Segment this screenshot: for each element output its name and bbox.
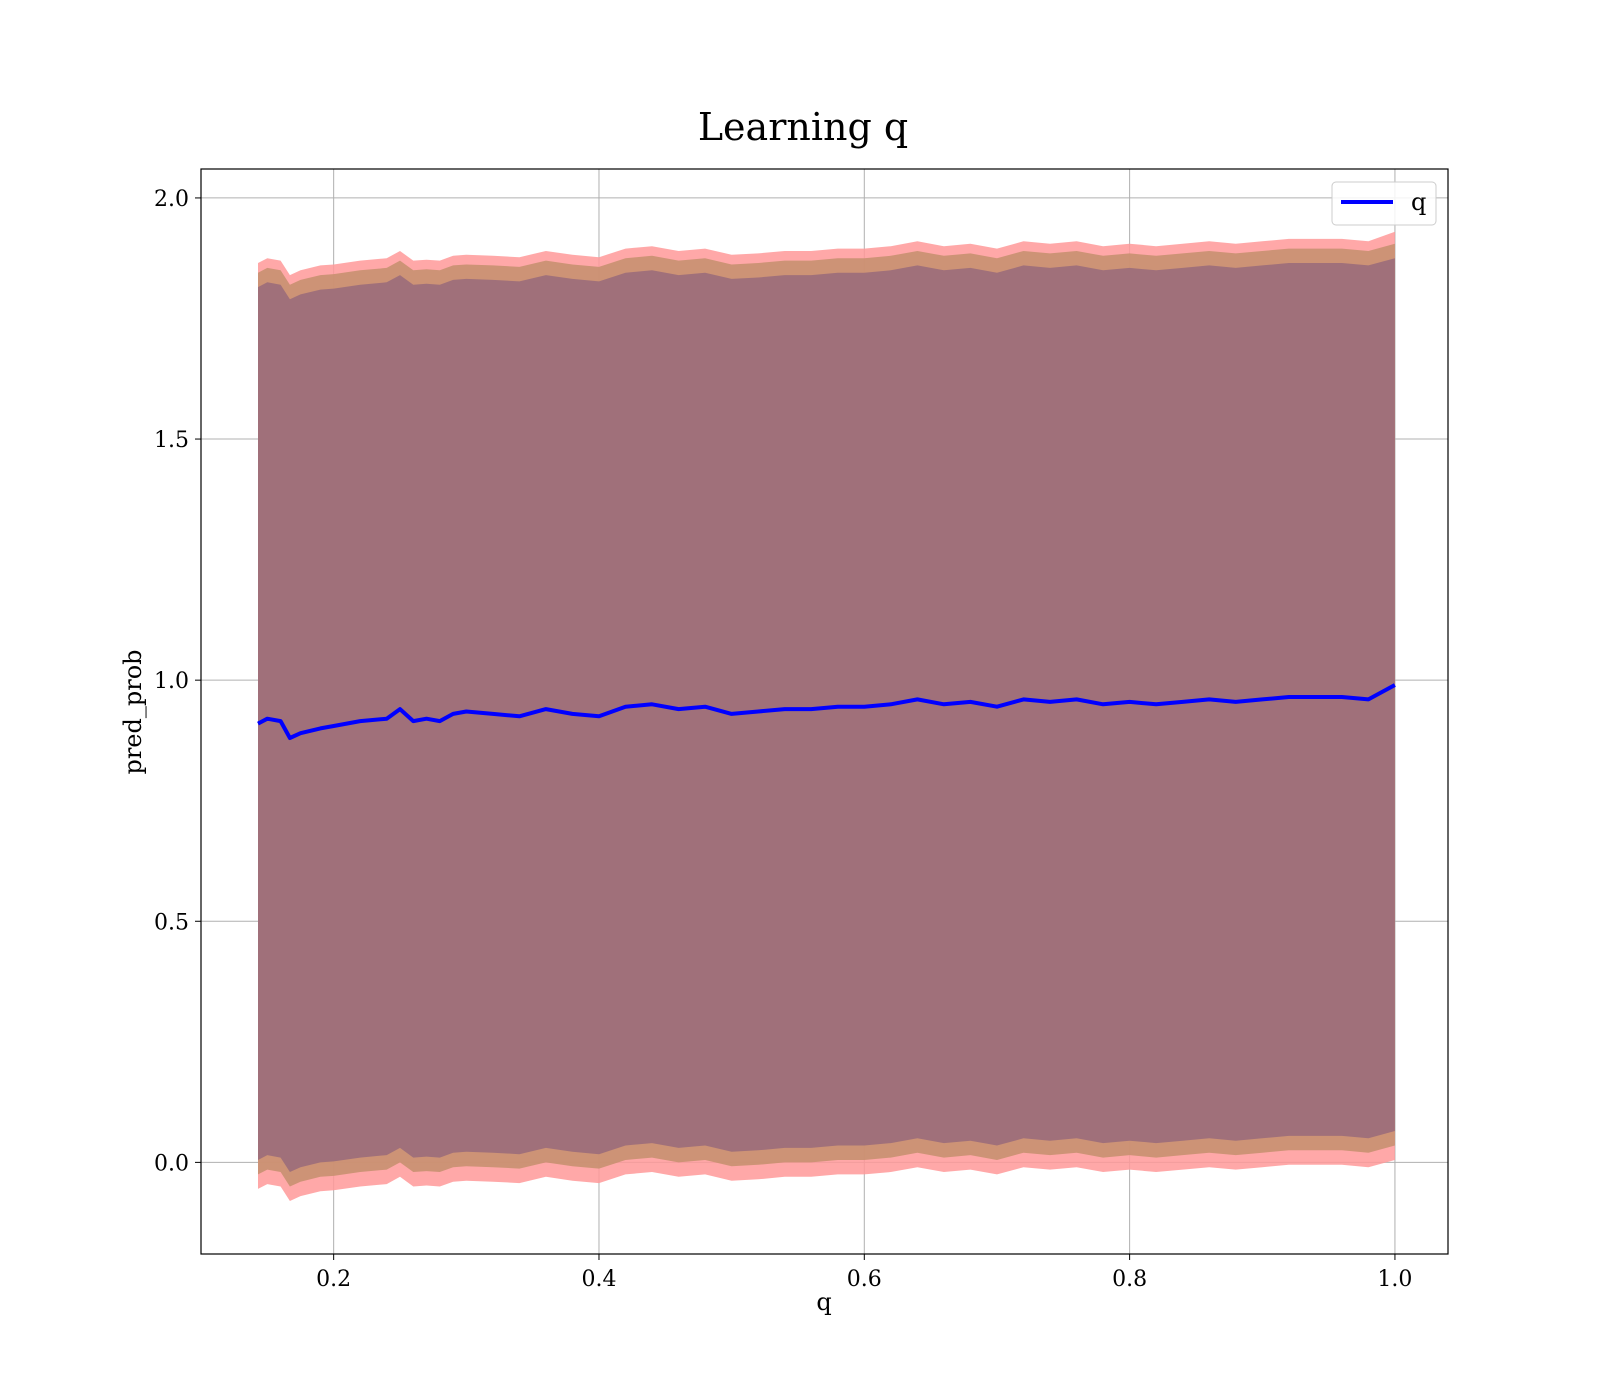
- y-tick-label-4: 2.0: [154, 187, 189, 212]
- x-tick-label-1: 0.4: [581, 1267, 616, 1292]
- axes-frame: [200, 168, 1449, 1255]
- band-inner: [258, 258, 1395, 1172]
- y-tick-label-2: 1.0: [154, 669, 189, 694]
- y-tick-label-3: 1.5: [154, 428, 189, 453]
- x-tick-label-4: 1.0: [1377, 1267, 1412, 1292]
- y-tick-label-1: 0.5: [154, 910, 189, 935]
- chart-title: Learning q: [698, 105, 908, 149]
- legend-entry-q: q: [1411, 188, 1426, 216]
- y-tick-label-0: 0.0: [154, 1151, 189, 1176]
- y-axis-ticks: 0.0 0.5 1.0 1.5 2.0: [154, 187, 201, 1176]
- x-axis-label: q: [816, 1288, 831, 1316]
- series-line-0: [257, 683, 1396, 740]
- x-tick-label-0: 0.2: [316, 1267, 351, 1292]
- legend: q: [1331, 181, 1437, 226]
- series-layer: [257, 231, 1396, 1201]
- x-axis-ticks: 0.2 0.4 0.6 0.8 1.0: [316, 1254, 1412, 1292]
- x-tick-label-3: 0.8: [1112, 1267, 1147, 1292]
- x-tick-label-2: 0.6: [847, 1267, 882, 1292]
- y-axis-label: pred_prob: [119, 649, 147, 774]
